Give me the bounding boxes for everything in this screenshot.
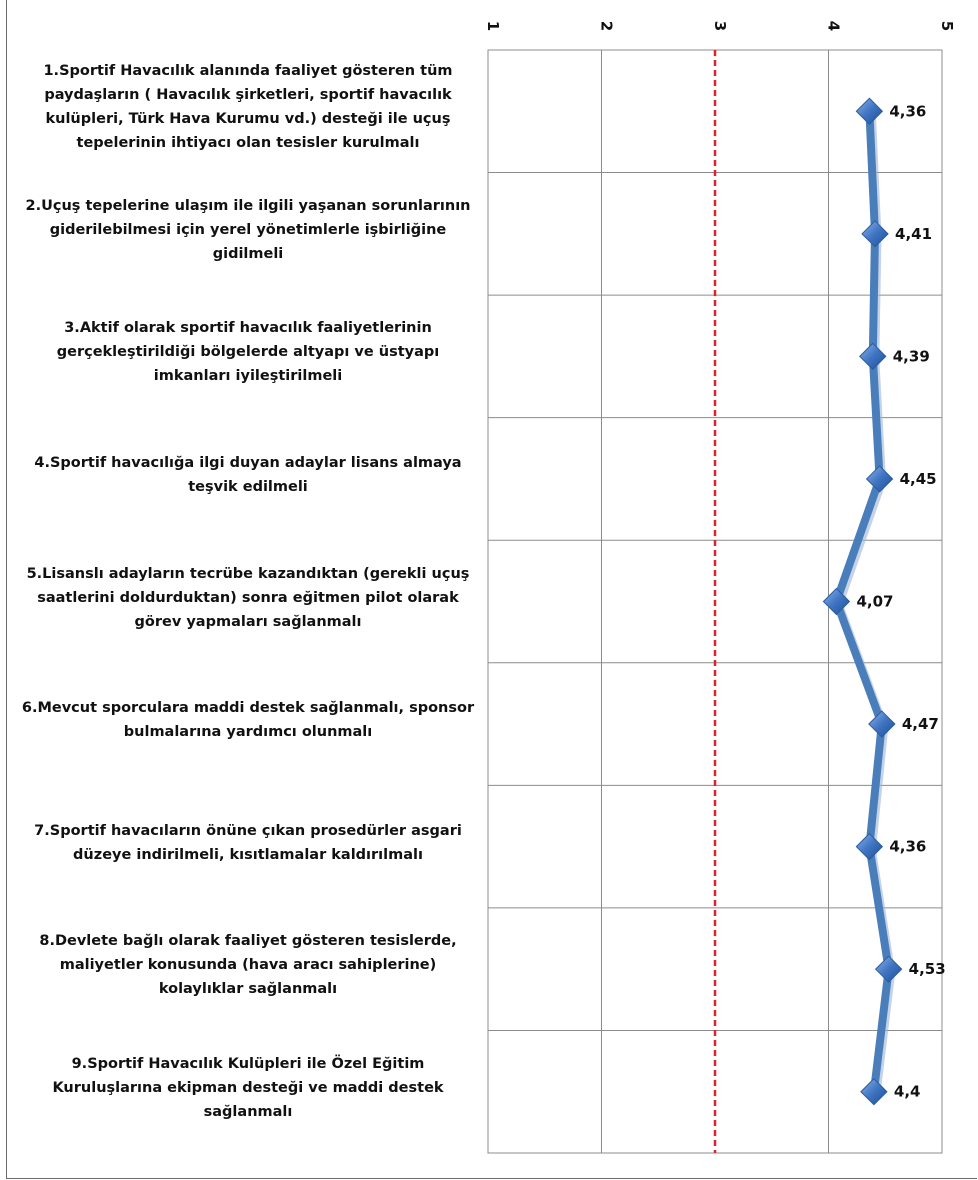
data-point-marker: [861, 220, 889, 248]
data-point-marker: [855, 97, 884, 125]
data-value-label: 4,4: [894, 1083, 921, 1101]
category-label: 9.Sportif Havacılık Kulüpleri ile Özel E…: [52, 1055, 444, 1120]
data-value-label: 4,47: [902, 715, 939, 733]
category-label: 8.Devlete bağlı olarak faaliyet gösteren…: [39, 933, 457, 998]
x-tick-label: 2: [598, 21, 616, 31]
data-point-marker: [868, 710, 896, 738]
data-point-marker: [865, 465, 894, 493]
category-label: 6.Mevcut sporculara maddi destek sağlanm…: [21, 700, 475, 741]
category-label: 3.Aktif olarak sportif havacılık faaliye…: [56, 320, 440, 385]
x-tick-label: 3: [711, 21, 729, 31]
data-point-marker: [859, 342, 887, 371]
category-label: 1.Sportif Havacılık alanında faaliyet gö…: [43, 63, 453, 152]
category-label: 4.Sportif havacılığa ilgi duyan adaylar …: [34, 454, 462, 495]
category-label: 2.Uçuş tepelerine ulaşım ile ilgili yaşa…: [25, 197, 471, 262]
data-value-label: 4,36: [889, 102, 926, 120]
data-point-marker: [822, 587, 851, 616]
data-point-marker: [860, 1078, 888, 1106]
data-value-label: 4,45: [900, 470, 937, 488]
x-tick-label: 5: [938, 21, 956, 31]
data-point-marker: [874, 955, 903, 983]
x-tick-label: 1: [484, 21, 502, 31]
data-point-marker: [855, 832, 884, 861]
data-value-label: 4,53: [909, 960, 946, 978]
x-tick-label: 4: [825, 21, 843, 31]
data-value-label: 4,36: [889, 838, 926, 856]
data-value-label: 4,39: [893, 347, 930, 365]
category-label: 5.Lisanslı adayların tecrübe kazandıktan…: [26, 565, 470, 630]
data-value-label: 4,07: [856, 593, 893, 611]
chart-frame: [6, 0, 977, 1179]
data-value-label: 4,41: [895, 225, 932, 243]
category-label: 7.Sportif havacıların önüne çıkan prosed…: [34, 822, 462, 863]
